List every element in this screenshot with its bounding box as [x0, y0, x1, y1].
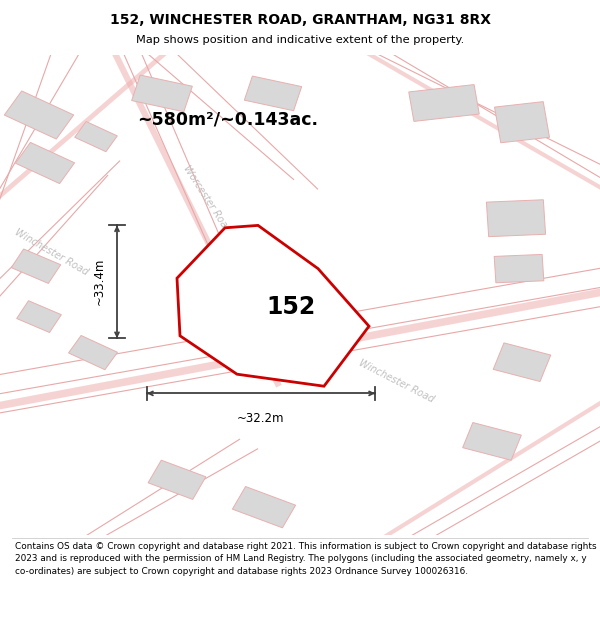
Bar	[494, 254, 544, 282]
Text: Contains OS data © Crown copyright and database right 2021. This information is : Contains OS data © Crown copyright and d…	[15, 542, 596, 576]
Bar	[4, 91, 74, 139]
Bar	[16, 142, 74, 184]
Text: Map shows position and indicative extent of the property.: Map shows position and indicative extent…	[136, 35, 464, 45]
Bar	[131, 75, 193, 112]
Bar	[17, 301, 61, 332]
Bar	[11, 249, 61, 283]
Text: 152: 152	[266, 295, 316, 319]
Text: ~33.4m: ~33.4m	[93, 258, 106, 306]
Bar	[463, 422, 521, 460]
Bar	[219, 284, 297, 333]
Text: ~32.2m: ~32.2m	[237, 412, 285, 424]
Bar	[487, 200, 545, 237]
Bar	[232, 486, 296, 528]
Bar	[494, 102, 550, 142]
Bar	[148, 460, 206, 499]
Polygon shape	[177, 226, 369, 386]
Bar	[244, 76, 302, 111]
Bar	[68, 336, 118, 370]
Bar	[493, 343, 551, 381]
Bar	[75, 121, 117, 152]
Text: Winchester Road: Winchester Road	[13, 227, 89, 277]
Text: Worcester Road: Worcester Road	[182, 164, 232, 234]
Text: Winchester Road: Winchester Road	[356, 358, 436, 405]
Bar	[409, 84, 479, 121]
Text: ~580m²/~0.143ac.: ~580m²/~0.143ac.	[137, 110, 319, 128]
Text: 152, WINCHESTER ROAD, GRANTHAM, NG31 8RX: 152, WINCHESTER ROAD, GRANTHAM, NG31 8RX	[110, 13, 491, 28]
